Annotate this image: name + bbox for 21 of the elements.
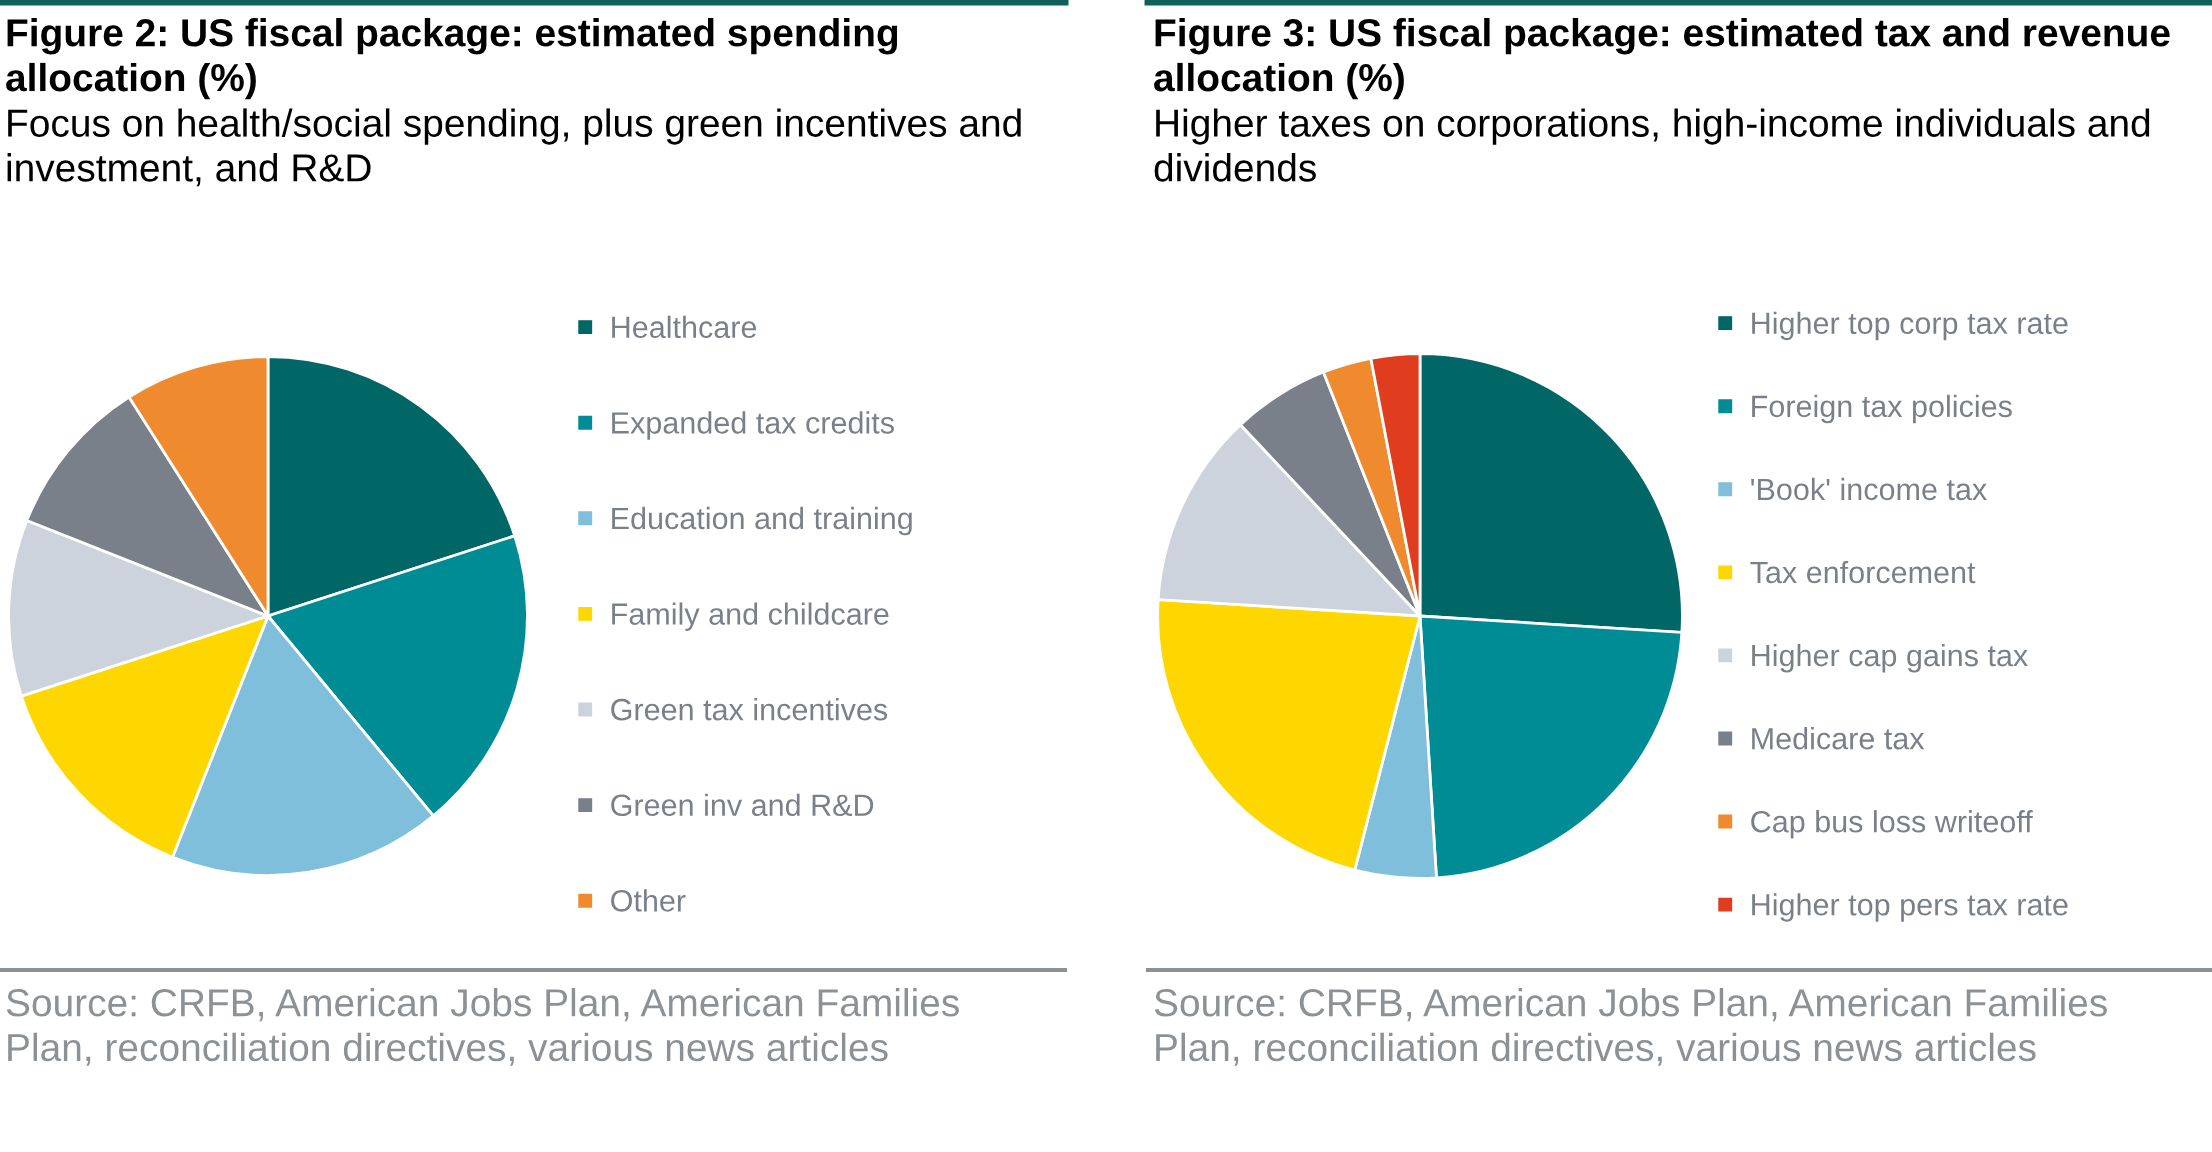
legend-label: Expanded tax credits xyxy=(612,411,894,440)
chart-title: Figure 3: US fiscal package: estimated tax and revenue allocation (%) xyxy=(1154,18,2170,100)
chart-subtitle: Focus on health/social spending, plus green incentives and investment, and R&D xyxy=(7,108,1021,187)
source-note: Source: CRFB, American Jobs Plan, American Families Plan, reconciliation directives, various news articles xyxy=(1154,988,2107,1066)
legend-label: Tax enforcement xyxy=(1750,560,1976,584)
legend-label: 'Book' income tax xyxy=(1751,477,1987,501)
legend-label: Green tax incentives xyxy=(611,698,888,721)
legend-label: Cap bus loss writeoff xyxy=(1751,810,2033,839)
legend-label: Other xyxy=(611,889,686,912)
legend-label: Family and childcare xyxy=(612,602,889,631)
legend-label: Healthcare xyxy=(612,315,757,339)
legend-label: Higher cap gains tax xyxy=(1752,643,2028,673)
source-note: Source: CRFB, American Jobs Plan, American Families Plan, reconciliation directives, various news articles xyxy=(6,988,959,1066)
legend-label: Higher top pers tax rate xyxy=(1752,893,2068,922)
legend-label: Green inv and R&D xyxy=(611,793,874,817)
chart-title: Figure 2: US fiscal package: estimated spending allocation (%) xyxy=(6,18,898,100)
legend-label: Foreign tax policies xyxy=(1752,394,2012,424)
legend-label: Higher top corp tax rate xyxy=(1752,311,2068,341)
legend-label: Medicare tax xyxy=(1752,727,1925,750)
legend-label: Education and training xyxy=(612,506,912,536)
chart-subtitle: Higher taxes on corporations, high-income individuals and dividends xyxy=(1154,108,2150,182)
